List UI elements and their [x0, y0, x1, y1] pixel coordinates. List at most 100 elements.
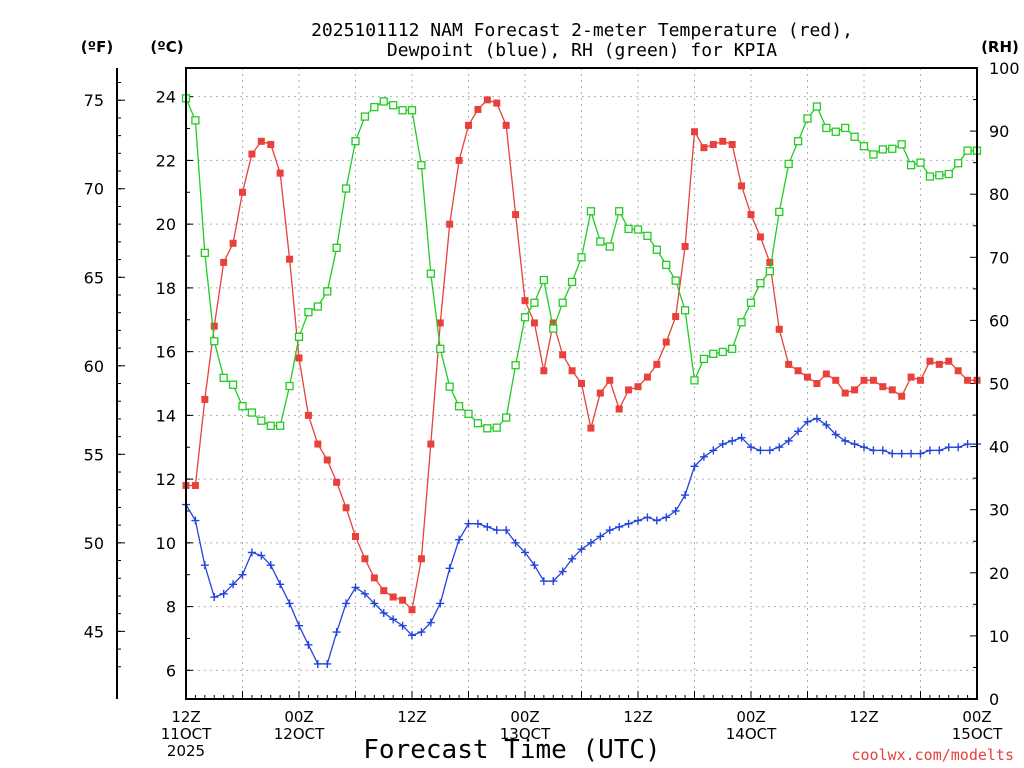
temperature-point-23	[399, 596, 407, 604]
dewpoint-point-17	[342, 599, 351, 608]
dewpoint-series	[182, 414, 981, 668]
temperature-point-27	[436, 319, 444, 327]
rh-point-79	[925, 172, 935, 181]
dewpoint-point-33	[492, 526, 501, 535]
dewpoint-point-36	[521, 548, 529, 557]
temperature-point-66	[804, 373, 811, 381]
rh-point-66	[803, 114, 812, 123]
temperature-point-28	[446, 220, 454, 228]
dewpoint-point-12	[295, 621, 303, 630]
dewpoint-point-56	[709, 446, 718, 455]
rh-tick-label-70: 70	[989, 248, 1009, 267]
dewpoint-point-82	[954, 443, 963, 452]
dewpoint-point-81	[944, 443, 953, 452]
dewpoint-point-78	[916, 449, 925, 458]
dewpoint-point-72	[860, 443, 868, 452]
dewpoint-point-3	[210, 593, 219, 602]
rh-tick-label-20: 20	[989, 564, 1009, 583]
dewpoint-point-7	[247, 548, 256, 557]
dewpoint-point-35	[511, 538, 520, 547]
rh-point-16	[332, 243, 341, 252]
temperature-point-67	[813, 380, 821, 387]
temperature-point-15	[323, 456, 331, 464]
temperature-point-37	[530, 319, 538, 327]
temperature-point-30	[465, 121, 472, 129]
temperature-point-13	[304, 411, 312, 419]
dewpoint-point-42	[577, 545, 586, 554]
dewpoint-point-57	[718, 440, 727, 449]
temperature-point-65	[794, 367, 802, 375]
rh-point-63	[775, 207, 784, 217]
temperature-point-33	[493, 99, 501, 107]
temperature-point-22	[389, 593, 397, 601]
rh-point-81	[944, 169, 953, 179]
temperature-point-48	[634, 383, 642, 391]
rh-point-12	[294, 332, 304, 341]
x-tick-label-60-1: 14OCT	[726, 725, 777, 743]
chart-title-line-1: 2025101112 NAM Forecast 2-meter Temperat…	[311, 20, 853, 41]
dewpoint-point-60	[747, 443, 755, 452]
temperature-point-9	[267, 140, 275, 148]
dewpoint-point-13	[304, 640, 313, 649]
rh-tick-label-60: 60	[989, 311, 1009, 330]
dewpoint-point-32	[483, 522, 492, 531]
x-tick-label-60-0: 00Z	[736, 708, 765, 726]
temperature-point-71	[851, 386, 859, 394]
temperature-point-12	[295, 354, 303, 362]
f-tick-label-75: 75	[84, 91, 104, 110]
rh-point-46	[615, 207, 624, 216]
rh-point-83	[963, 146, 972, 155]
dewpoint-point-58	[728, 436, 737, 445]
temperature-point-21	[380, 587, 388, 595]
rh-point-51	[662, 260, 671, 270]
f-tick-label-50: 50	[84, 534, 104, 553]
temperature-point-2	[201, 395, 209, 403]
dewpoint-point-47	[624, 519, 633, 528]
rh-point-37	[530, 298, 539, 307]
celsius-axis: 6 8 10 12 14 16 18 20 22 24	[156, 88, 193, 680]
dewpoint-point-24	[408, 631, 416, 640]
temperature-point-10	[276, 169, 284, 177]
rh-point-70	[841, 123, 850, 133]
c-tick-label-22: 22	[156, 151, 176, 170]
dewpoint-point-41	[568, 554, 577, 563]
rh-point-80	[935, 171, 944, 180]
x-tick-label-36-0: 00Z	[510, 708, 539, 726]
rh-point-18	[351, 137, 360, 146]
temperature-point-72	[860, 376, 868, 384]
rh-point-27	[436, 344, 445, 353]
temperature-point-16	[333, 478, 341, 486]
rh-point-77	[906, 161, 916, 170]
dewpoint-point-62	[765, 446, 774, 455]
temperature-point-6	[239, 188, 246, 196]
rh-point-40	[558, 298, 567, 307]
rh-point-7	[247, 408, 257, 417]
rh-point-67	[812, 102, 822, 111]
rh-point-8	[257, 416, 266, 425]
rh-point-57	[718, 347, 727, 357]
dewpoint-point-23	[398, 621, 407, 630]
rh-point-26	[426, 269, 435, 278]
rh-point-59	[737, 318, 746, 327]
rh-point-38	[539, 275, 548, 285]
dewpoint-point-28	[445, 564, 454, 573]
temperature-point-34	[502, 121, 510, 129]
dewpoint-point-48	[634, 516, 642, 525]
series-layer	[181, 94, 982, 668]
temperature-point-76	[898, 392, 906, 400]
temperature-point-24	[408, 606, 416, 614]
x-tick-label-36-1: 13OCT	[500, 725, 551, 743]
rh-point-39	[549, 324, 558, 333]
rh-point-30	[464, 409, 473, 418]
x-tick-label-84-0: 00Z	[962, 708, 991, 726]
temperature-point-40	[559, 351, 567, 359]
dewpoint-point-49	[643, 513, 652, 522]
chart-title-line-2: Dewpoint (blue), RH (green) for KPIA	[387, 40, 777, 61]
rh-point-69	[831, 127, 840, 136]
rh-tick-label-30: 30	[989, 501, 1009, 520]
temperature-point-80	[935, 360, 943, 368]
dewpoint-point-1	[191, 516, 200, 525]
rh-point-55	[699, 354, 709, 364]
temperature-point-46	[615, 405, 623, 413]
